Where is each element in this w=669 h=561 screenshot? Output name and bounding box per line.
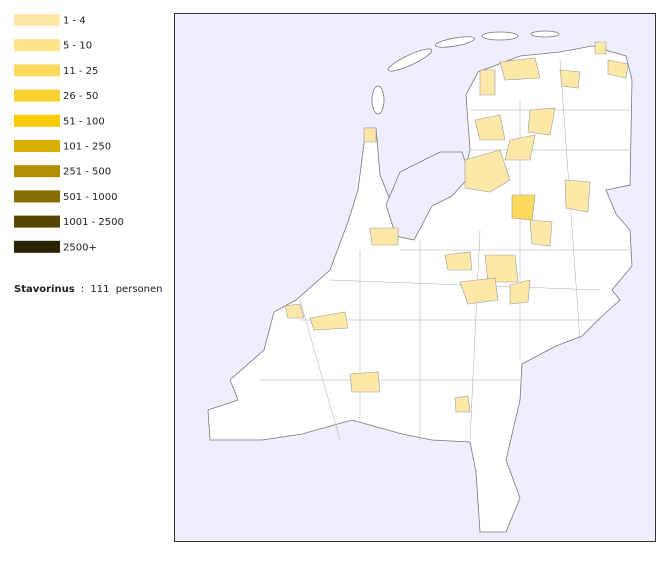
legend-label: 501 - 1000	[63, 192, 118, 203]
legend-swatch	[14, 64, 60, 77]
unit: personen	[116, 284, 163, 295]
legend-swatch	[14, 14, 60, 26]
legend-swatch	[14, 114, 60, 127]
ijsselmeer	[385, 151, 471, 241]
legend-swatch	[14, 190, 60, 203]
legend-swatch	[14, 39, 60, 52]
legend-label: 51 - 100	[63, 116, 105, 127]
summary: Stavorinus : 111 personen	[14, 284, 162, 295]
legend-swatch	[14, 215, 60, 228]
count: 111	[90, 284, 109, 295]
legend-label: 251 - 500	[63, 167, 111, 178]
wadden-islands	[371, 30, 560, 115]
legend-label: 1001 - 2500	[63, 217, 124, 228]
legend-label: 5 - 10	[63, 41, 92, 52]
legend-label: 11 - 25	[63, 66, 98, 77]
legend-swatch	[14, 89, 60, 102]
map	[174, 13, 656, 542]
legend-label: 26 - 50	[63, 91, 98, 102]
separator: :	[81, 284, 84, 295]
legend-label: 1 - 4	[63, 16, 86, 27]
legend-label: 2500+	[63, 242, 97, 253]
legend-swatch	[14, 165, 60, 178]
legend-label: 101 - 250	[63, 142, 111, 153]
highlighted-municipalities	[284, 41, 629, 413]
legend-swatch	[14, 240, 60, 253]
legend-swatch	[14, 140, 60, 152]
surname: Stavorinus	[14, 284, 75, 295]
legend: 1 - 4 5 - 10 11 - 25 26 - 50 51 - 100 101 - 2…	[14, 14, 124, 253]
